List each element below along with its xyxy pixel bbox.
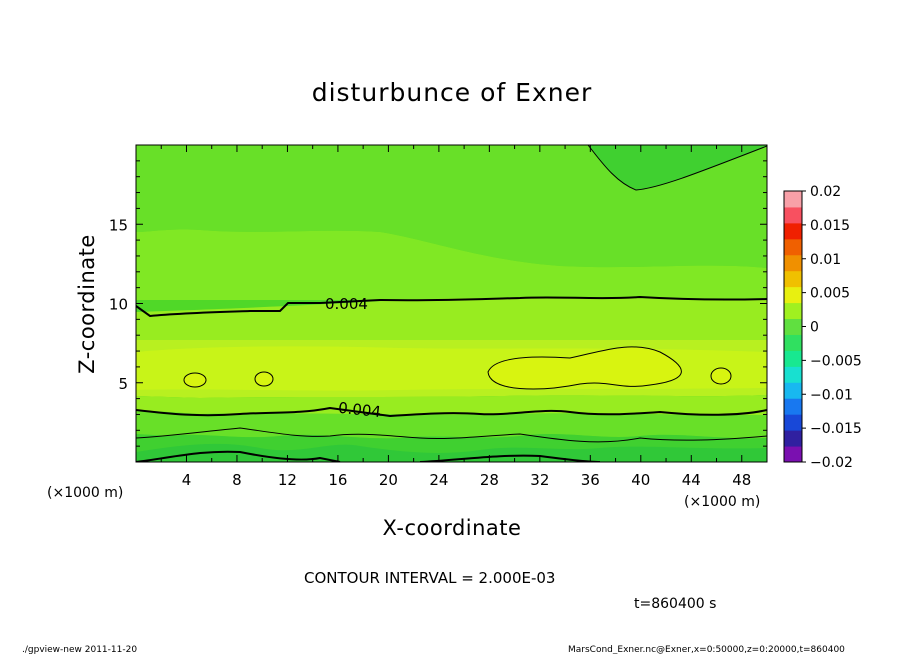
contour-top-right [587,145,767,191]
contour-0004-upper [136,295,767,318]
y-axis-unit: (×1000 m) [47,485,123,501]
x-tick-label: 20 [379,471,398,489]
contour-0004-lower [136,406,767,418]
colorbar-label: −0.015 [810,421,862,437]
chart-title: disturbunce of Exner [312,78,593,107]
contour-interval: CONTOUR INTERVAL = 2.000E-03 [304,569,555,587]
footer-left: ./gpview-new 2011-11-20 [22,645,137,654]
core-cell-far-right [711,368,731,384]
band-mid [136,229,767,300]
colorbar-swatch [784,366,802,383]
x-tick-label: 28 [480,471,499,489]
colorbar-swatch [784,318,802,335]
x-tick-label: 40 [631,471,650,489]
contour-lower-thin [136,427,767,443]
band-upper-light [136,145,767,268]
colorbar-label: −0.01 [810,387,853,403]
x-tick-label: 44 [682,471,701,489]
colorbar-label: 0.01 [810,252,841,268]
colorbar: 0.02 0.015 0.01 0.005 0 −0.005 −0.01 −0.015 −0.0… [783,184,862,471]
contour-core-right [487,346,682,390]
contour-label-lower: 0.004 [337,399,382,421]
core-cell-center [255,372,273,386]
x-tick-label: 16 [328,471,347,489]
plot-area [136,145,767,462]
colorbar-label: 0 [810,320,819,336]
x-tick-label: 36 [581,471,600,489]
contour-bottom-thick [136,450,601,462]
x-tick-label: 48 [732,471,751,489]
colorbar-swatch [784,286,802,304]
y-axis-label: Z-coordinate [75,234,99,374]
band-yellowgreen-upper [136,297,767,340]
colorbar-swatch [784,270,802,288]
colorbar-swatch [784,382,802,399]
x-tick-label: 12 [278,471,297,489]
contour-core-center [254,371,274,387]
contour-label-upper: 0.004 [325,295,368,313]
band-lower [136,395,767,416]
colorbar-swatch [784,206,802,224]
colorbar-label: 0.02 [810,184,841,200]
x-axis-unit: (×1000 m) [684,494,760,510]
y-tick-label: 10 [109,296,128,314]
x-tick-label: 4 [182,471,192,489]
y-axis: 5 10 15 [109,160,767,447]
colorbar-swatch [784,222,802,240]
colorbar-swatch [784,334,802,351]
x-tick-label: 8 [232,471,242,489]
colorbar-swatch [784,254,802,272]
band-lower-green [136,410,767,439]
colorbar-swatch [784,191,802,208]
colorbar-swatch [784,446,802,463]
x-axis-label: X-coordinate [383,516,522,540]
colorbar-swatch [784,238,802,256]
footer-right: MarsCond_Exner.nc@Exner,x=0:50000,z=0:20… [568,645,845,654]
x-tick-label: 24 [429,471,448,489]
x-tick-label: 32 [530,471,549,489]
colorbar-swatch [784,350,802,367]
colorbar-swatch [784,430,802,447]
time-label: t=860400 s [634,596,716,612]
colorbar-label: 0.015 [810,218,850,234]
x-axis: 4 8 12 16 20 24 28 32 36 40 44 48 [160,145,768,489]
colorbar-swatch [784,398,802,415]
contour-core-far-right [710,367,732,385]
core-cell-left [184,373,206,387]
band-bottom-deep [136,443,767,462]
band-top-right [588,145,767,190]
colorbar-swatch [784,414,802,431]
colorbar-swatch [784,302,802,320]
contour-core-left [183,372,207,388]
colorbar-label: 0.005 [810,286,850,302]
colorbar-label: −0.005 [810,353,862,369]
colorbar-label: −0.02 [810,455,853,471]
y-tick-label: 15 [109,216,128,234]
y-tick-label: 5 [118,375,128,393]
